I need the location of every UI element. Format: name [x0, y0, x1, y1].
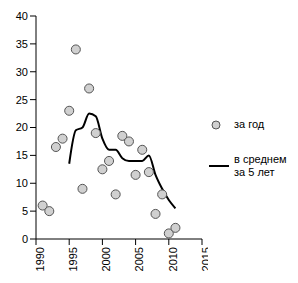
svg-text:10: 10 [16, 177, 28, 189]
svg-text:2015: 2015 [200, 247, 208, 271]
svg-text:25: 25 [16, 94, 28, 106]
svg-text:0: 0 [22, 233, 28, 245]
html-text:в среднем за 5 лет: в среднем за 5 лет [234, 153, 287, 178]
svg-text:5: 5 [22, 205, 28, 217]
svg-text:40: 40 [16, 10, 28, 22]
svg-text:15: 15 [16, 149, 28, 161]
svg-text:30: 30 [16, 66, 28, 78]
svg-text:1995: 1995 [67, 247, 79, 271]
svg-text:2010: 2010 [167, 247, 179, 271]
svg-text:35: 35 [16, 38, 28, 50]
svg-text:2000: 2000 [100, 247, 112, 271]
svg-text:1990: 1990 [34, 247, 46, 271]
svg-text:20: 20 [16, 121, 28, 133]
svg-text:2005: 2005 [133, 247, 145, 271]
html-text:за год: за год [234, 118, 265, 130]
